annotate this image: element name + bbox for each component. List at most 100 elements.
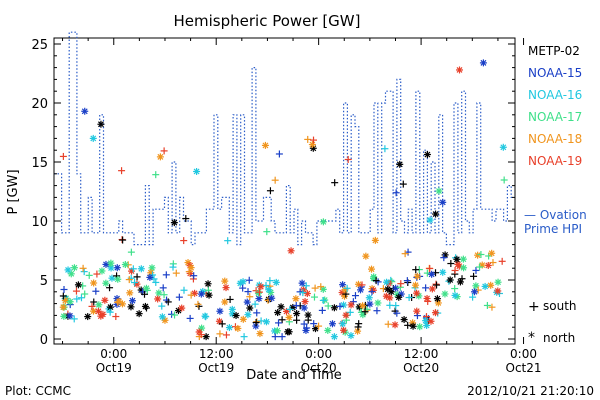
x-tick-day-label: Oct21 <box>506 361 542 375</box>
marker-stroke <box>320 286 327 293</box>
marker-stroke <box>128 303 134 310</box>
marker-stroke <box>348 301 355 308</box>
legend-south-label: south <box>543 299 577 313</box>
satellite-marker <box>137 286 145 294</box>
marker-stroke <box>401 316 408 323</box>
satellite-marker <box>180 286 188 294</box>
satellite-marker <box>431 309 439 317</box>
marker-stroke <box>447 277 454 283</box>
satellite-marker <box>362 252 370 260</box>
satellite-marker <box>343 284 351 292</box>
marker-stroke <box>226 324 233 331</box>
marker-stroke <box>374 300 381 306</box>
satellite-marker <box>357 286 365 294</box>
satellite-marker <box>386 294 394 302</box>
satellite-marker <box>344 155 352 163</box>
satellite-marker <box>413 289 421 297</box>
satellite-marker <box>115 297 123 305</box>
satellite-marker <box>278 333 286 341</box>
satellite-marker <box>101 296 109 304</box>
satellite-marker <box>131 279 139 287</box>
marker-stroke <box>394 291 401 298</box>
marker-stroke <box>428 318 434 325</box>
marker-stroke <box>67 312 73 319</box>
satellite-marker <box>175 293 183 301</box>
marker-stroke <box>412 282 419 289</box>
satellite-marker <box>392 189 400 197</box>
satellite-marker <box>488 249 496 257</box>
satellite-marker <box>201 312 209 320</box>
marker-stroke <box>414 273 421 280</box>
satellite-marker <box>487 281 495 289</box>
satellite-marker <box>324 302 332 310</box>
satellite-marker <box>278 316 286 324</box>
marker-stroke <box>244 311 251 318</box>
satellite-marker <box>292 295 300 303</box>
satellite-marker <box>342 290 350 298</box>
ovation-line <box>54 31 515 246</box>
satellite-marker <box>106 308 114 316</box>
marker-stroke <box>68 270 75 277</box>
satellite-marker <box>434 299 442 307</box>
satellite-marker <box>381 145 389 153</box>
satellite-marker <box>412 281 420 289</box>
satellite-marker <box>422 313 430 321</box>
satellite-marker <box>285 328 293 336</box>
satellite-marker <box>156 153 164 161</box>
marker-stroke <box>329 320 336 327</box>
marker-stroke <box>252 323 259 329</box>
satellite-marker <box>286 305 294 313</box>
marker-stroke <box>416 323 423 330</box>
footer-plot-credit: Plot: CCMC <box>5 384 71 398</box>
plot-frame <box>53 37 516 345</box>
marker-stroke <box>436 188 442 194</box>
satellite-marker <box>451 266 459 274</box>
marker-stroke <box>392 321 398 328</box>
satellite-marker <box>216 307 224 315</box>
satellite-marker <box>59 303 67 311</box>
legend-item-satellite: NOAA-15 <box>528 66 582 80</box>
satellite-marker <box>397 280 405 288</box>
footer-timestamp: 2012/10/21 21:20:10 <box>467 384 594 398</box>
marker-stroke <box>205 280 212 287</box>
satellite-marker <box>137 265 145 273</box>
satellite-marker <box>171 311 179 319</box>
marker-stroke <box>257 283 264 290</box>
satellite-marker <box>330 333 338 341</box>
marker-stroke <box>410 323 417 330</box>
marker-stroke <box>304 290 311 297</box>
marker-stroke <box>428 271 435 278</box>
satellite-marker <box>97 120 105 128</box>
satellite-marker <box>112 313 120 321</box>
satellite-marker <box>180 237 188 245</box>
satellite-marker <box>494 278 502 286</box>
satellite-marker <box>303 324 311 332</box>
satellite-marker <box>146 273 154 281</box>
satellite-marker <box>81 290 89 298</box>
satellite-marker <box>59 152 67 160</box>
satellite-marker <box>287 247 295 255</box>
marker-stroke <box>90 308 97 315</box>
satellite-marker <box>221 277 229 285</box>
marker-stroke <box>138 265 145 272</box>
satellite-marker <box>433 281 441 289</box>
satellite-marker <box>393 309 401 317</box>
satellite-marker <box>106 284 114 292</box>
marker-stroke <box>368 266 375 273</box>
marker-stroke <box>244 299 251 306</box>
marker-stroke <box>198 291 205 298</box>
satellite-marker <box>194 300 202 308</box>
marker-stroke <box>460 256 467 263</box>
satellite-marker <box>298 279 306 287</box>
satellite-marker <box>387 288 395 296</box>
marker-stroke <box>155 290 162 296</box>
satellite-marker <box>70 315 78 323</box>
satellite-marker <box>347 301 355 309</box>
x-tick-day-label: Oct19 <box>96 361 132 375</box>
satellite-marker <box>366 300 374 308</box>
satellite-marker <box>66 312 74 320</box>
marker-stroke <box>273 279 280 286</box>
satellite-marker <box>370 273 378 281</box>
marker-stroke <box>305 312 312 318</box>
satellite-marker <box>60 285 68 293</box>
